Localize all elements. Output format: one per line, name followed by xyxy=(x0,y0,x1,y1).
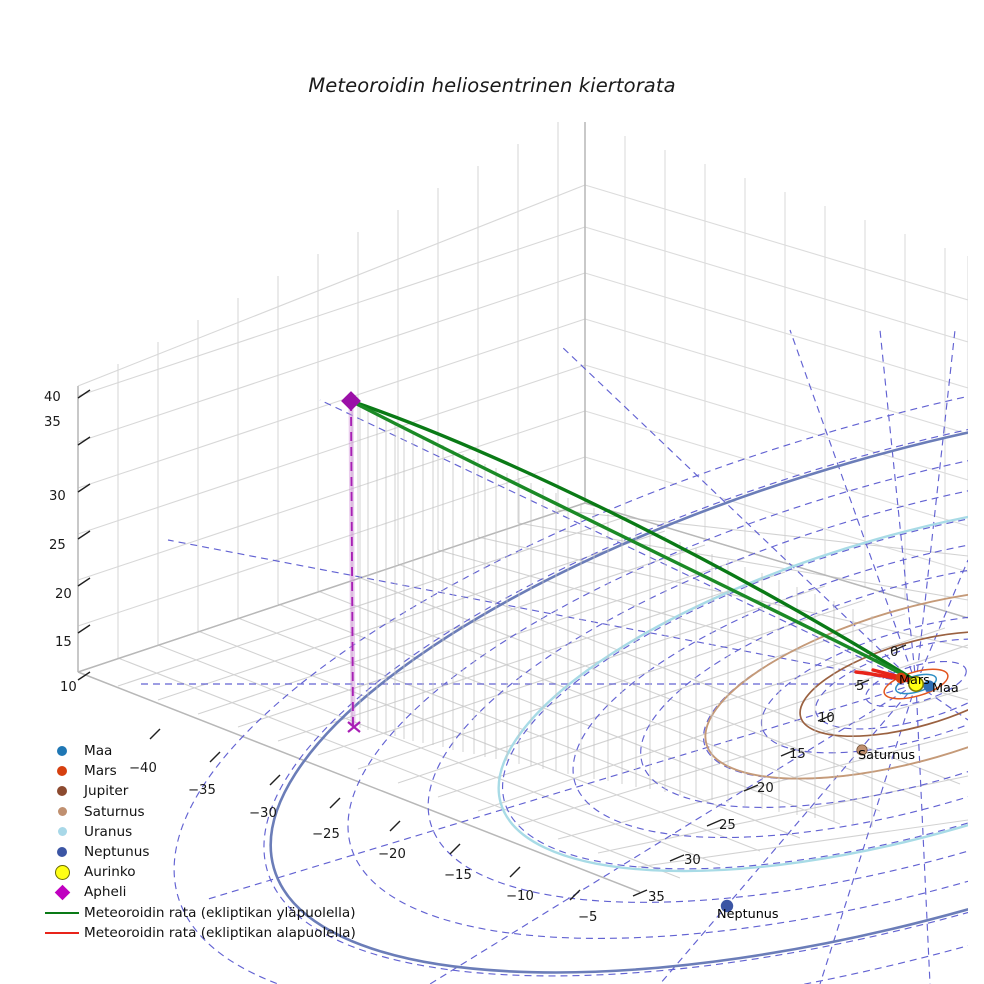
pane-grid-back-right xyxy=(584,122,968,619)
z-tick-label: 10 xyxy=(60,680,77,695)
diamond-marker xyxy=(40,884,84,901)
circle-marker xyxy=(40,847,84,858)
legend: Maa Mars Jupiter Saturnus Uranus Neptunus Auri… xyxy=(40,741,356,943)
legend-item-aurinko[interactable]: Aurinko xyxy=(40,862,356,882)
legend-item-label: Maa xyxy=(84,743,113,760)
line-swatch xyxy=(40,911,84,914)
legend-item-neptunus[interactable]: Neptunus xyxy=(40,842,356,862)
neptunus-orbit xyxy=(269,394,968,974)
legend-item-label: Saturnus xyxy=(84,803,145,820)
legend-item-saturnus[interactable]: Saturnus xyxy=(40,802,356,822)
pane-grid-back-left xyxy=(77,122,586,673)
circle-marker xyxy=(40,786,84,797)
jupiter-orbit xyxy=(799,630,968,738)
legend-item-label: Aurinko xyxy=(84,864,136,881)
legend-item-label: Meteoroidin rata (ekliptikan yläpuolella… xyxy=(84,904,356,921)
x-tick-label: −25 xyxy=(312,827,340,842)
legend-item-mars[interactable]: Mars xyxy=(40,761,356,781)
meteoroid-orbit-above-ecliptic[interactable] xyxy=(349,399,918,683)
legend-item-uranus[interactable]: Uranus xyxy=(40,822,356,842)
uranus-orbit xyxy=(497,495,968,873)
saturnus-marker[interactable] xyxy=(856,744,868,756)
legend-item-maa[interactable]: Maa xyxy=(40,741,356,761)
circle-marker xyxy=(40,746,84,757)
sun-marker xyxy=(40,864,84,880)
x-tick-label: −5 xyxy=(578,910,598,925)
axis-tick-marks xyxy=(77,389,907,901)
legend-item-label: Uranus xyxy=(84,823,133,840)
legend-item-meteoroidin-rata-ekliptikan-alapuolella[interactable]: Meteoroidin rata (ekliptikan alapuolella… xyxy=(40,923,356,943)
aphelion-drop-line[interactable] xyxy=(348,401,356,727)
apheli-marker[interactable] xyxy=(341,391,361,411)
legend-item-label: Meteoroidin rata (ekliptikan alapuolella… xyxy=(84,924,356,941)
orbit-stem-lines xyxy=(351,400,873,827)
y-tick-label: 0 xyxy=(890,645,899,660)
apheli-projection-marker[interactable] xyxy=(347,721,361,733)
y-tick-label: 30 xyxy=(684,853,701,868)
saturnus-label: Saturnus xyxy=(858,748,916,763)
line-swatch xyxy=(40,931,84,934)
maa-label: Maa xyxy=(932,681,959,696)
z-tick-label: 30 xyxy=(49,489,66,504)
circle-marker xyxy=(40,807,84,817)
y-tick-label: 20 xyxy=(757,781,774,796)
x-tick-label: −40 xyxy=(129,761,157,776)
legend-item-label: Neptunus xyxy=(84,844,150,861)
z-tick-label: 20 xyxy=(55,587,72,602)
legend-item-jupiter[interactable]: Jupiter xyxy=(40,781,356,801)
pane-grid-floor xyxy=(77,502,968,893)
legend-item-apheli[interactable]: Apheli xyxy=(40,882,356,902)
z-tick-label: 40 xyxy=(44,390,61,405)
x-tick-label: −35 xyxy=(188,783,216,798)
legend-item-label: Jupiter xyxy=(84,783,129,800)
polar-grid xyxy=(140,329,968,984)
z-tick-label: 35 xyxy=(44,415,61,430)
y-tick-label: 25 xyxy=(719,818,736,833)
x-tick-label: −15 xyxy=(444,868,472,883)
y-tick-label: 35 xyxy=(648,890,665,905)
y-tick-label: 15 xyxy=(789,747,806,762)
x-tick-label: −10 xyxy=(506,889,534,904)
z-tick-label: 25 xyxy=(49,538,66,553)
x-tick-label: −20 xyxy=(378,847,406,862)
legend-item-label: Mars xyxy=(84,763,117,780)
saturnus-orbit xyxy=(704,588,968,780)
mars-orbit xyxy=(883,668,949,700)
legend-item-label: Apheli xyxy=(84,884,127,901)
legend-item-meteoroidin-rata-ekliptikan-yl-puolella[interactable]: Meteoroidin rata (ekliptikan yläpuolella… xyxy=(40,903,356,923)
maa-orbit xyxy=(894,673,938,695)
neptunus-label: Neptunus xyxy=(717,907,779,922)
y-tick-label: 10 xyxy=(818,711,835,726)
circle-marker xyxy=(40,827,84,837)
circle-marker xyxy=(40,766,84,777)
page-title: Meteoroidin heliosentrinen kiertorata xyxy=(308,74,676,97)
z-tick-label: 15 xyxy=(55,635,72,650)
x-tick-label: −30 xyxy=(249,806,277,821)
mars-marker[interactable] xyxy=(895,672,907,684)
neptunus-marker[interactable] xyxy=(720,899,734,913)
maa-marker[interactable] xyxy=(923,680,935,692)
y-tick-label: 5 xyxy=(856,679,865,694)
mars-label: Mars xyxy=(899,673,930,688)
aurinko-marker[interactable] xyxy=(908,676,924,692)
